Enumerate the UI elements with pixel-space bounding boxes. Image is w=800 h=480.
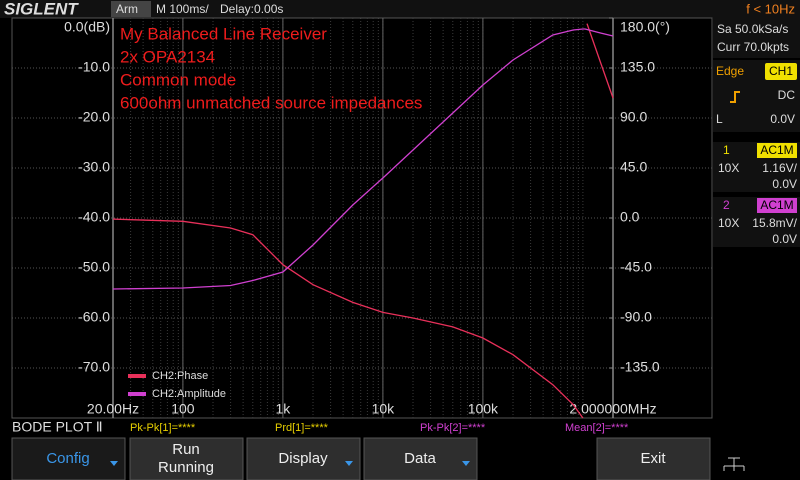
coupling-box xyxy=(757,143,797,158)
channel-coupling: AC1M xyxy=(760,143,793,157)
trigger-coupling: DC xyxy=(778,88,796,102)
measurement: Prd[1]=**** xyxy=(275,422,329,434)
menu-button[interactable] xyxy=(129,437,244,480)
side-panel: Sa 50.0kSa/s Curr 70.0kpts Edge CH1 DC L… xyxy=(713,18,800,247)
menu-button-label: Display xyxy=(278,450,328,467)
menu-button[interactable] xyxy=(11,437,126,480)
y2-tick-label: 90.0 xyxy=(620,109,647,125)
y2-tick-label: 180.0(°) xyxy=(620,19,670,35)
channel-number: 1 xyxy=(723,143,730,157)
channel-probe: 10X xyxy=(718,161,739,175)
annotation: My Balanced Line Receiver xyxy=(120,24,327,43)
y-tick-label: -70.0 xyxy=(78,359,110,375)
measurement: Mean[2]=**** xyxy=(565,422,629,434)
x-tick-label: 1k xyxy=(275,401,291,417)
mode: BODE PLOT Ⅱ xyxy=(12,419,103,435)
brand: SIGLENT xyxy=(4,0,79,18)
menu-button[interactable] xyxy=(363,437,478,480)
channel-scale: 15.8mV/ xyxy=(752,216,797,230)
menu-button[interactable] xyxy=(596,437,711,480)
x-tick-label: 10k xyxy=(372,401,396,417)
menu-button-label: Running xyxy=(158,459,214,476)
y-tick-label: -20.0 xyxy=(78,109,110,125)
y-tick-label: -30.0 xyxy=(78,159,110,175)
channel-probe: 10X xyxy=(718,216,739,230)
menu-button-label: Run xyxy=(172,441,200,458)
coupling-box xyxy=(757,198,797,213)
y2-tick-label: 0.0 xyxy=(620,209,640,225)
measurement: Pk-Pk[2]=**** xyxy=(420,422,486,434)
series-line xyxy=(112,23,614,419)
menu-button[interactable] xyxy=(246,437,361,480)
y2-tick-label: 135.0 xyxy=(620,59,655,75)
delay: Delay:0.00s xyxy=(220,2,283,16)
state: Arm xyxy=(116,2,138,16)
channel-offset: 0.0V xyxy=(772,177,797,191)
y2-tick-label: -90.0 xyxy=(620,309,652,325)
channel-offset: 0.0V xyxy=(772,232,797,246)
network-icon xyxy=(723,457,745,471)
annotation: Common mode xyxy=(120,70,236,89)
channel-scale: 1.16V/ xyxy=(762,161,797,175)
channel-coupling: AC1M xyxy=(760,198,793,212)
menu-button-label: Config xyxy=(46,450,89,467)
y-tick-label: -10.0 xyxy=(78,59,110,75)
trigger-type: Edge xyxy=(716,64,744,78)
annotation: 2x OPA2134 xyxy=(120,47,215,66)
plot-area: 0.0(dB) -10.0 -20.0 -30.0 -40.0 -50.0 -60.0 -70… xyxy=(11,17,713,419)
trigger-level: 0.0V xyxy=(770,112,795,126)
x-tick-label: 20.00Hz xyxy=(87,401,139,417)
y-tick-label: -50.0 xyxy=(78,259,110,275)
series-line xyxy=(112,28,614,290)
y2-tick-label: -45.0 xyxy=(620,259,652,275)
y2-tick-label: 45.0 xyxy=(620,159,647,175)
edge-icon xyxy=(730,91,740,103)
legend-swatch xyxy=(128,374,146,378)
memory: Curr 70.0kpts xyxy=(717,40,789,54)
legend-swatch xyxy=(128,392,146,396)
channel-number: 2 xyxy=(723,198,730,212)
timebase: M 100ms/ xyxy=(156,2,209,16)
sample-rate: Sa 50.0kSa/s xyxy=(717,22,788,36)
x-tick-label: 100 xyxy=(171,401,195,417)
trigger-source-box xyxy=(765,63,797,80)
legend-label: CH2:Amplitude xyxy=(152,388,226,400)
state-box xyxy=(111,1,151,17)
dropdown-arrow xyxy=(462,461,470,466)
dropdown-arrow xyxy=(110,461,118,466)
menu-button-label: Data xyxy=(404,450,436,467)
x-tick-label: 2.000000MHz xyxy=(569,401,656,417)
trigger-source: CH1 xyxy=(769,64,793,78)
legend-label: CH2:Phase xyxy=(152,370,208,382)
dropdown-arrow xyxy=(345,461,353,466)
y-tick-label: -40.0 xyxy=(78,209,110,225)
top-bar xyxy=(0,0,800,18)
y-tick-label: -60.0 xyxy=(78,309,110,325)
x-tick-label: 100k xyxy=(468,401,499,417)
annotation: 600ohm unmatched source impedances xyxy=(120,93,422,112)
y-tick-label: 0.0(dB) xyxy=(64,19,110,35)
trigger-level-label: L xyxy=(716,112,723,126)
acq-box xyxy=(713,18,800,58)
y2-tick-label: -135.0 xyxy=(620,359,660,375)
frequency: f < 10Hz xyxy=(746,1,795,16)
menu-button-label: Exit xyxy=(640,450,666,467)
measurement: Pk-Pk[1]=**** xyxy=(130,422,196,434)
